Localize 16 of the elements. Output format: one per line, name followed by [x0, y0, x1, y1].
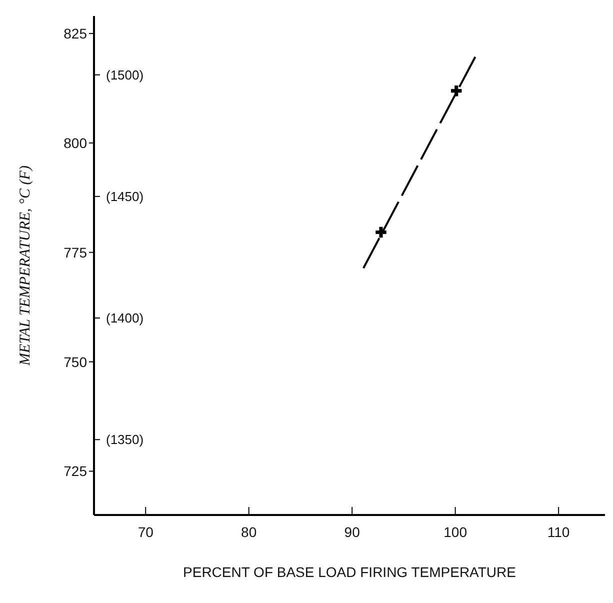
x-tick-label: 80: [241, 524, 257, 540]
y2-tick-label: (1400): [106, 310, 144, 326]
y-tick-label: 800: [64, 134, 88, 151]
y2-tick-label: (1500): [106, 67, 144, 82]
y-tick-label: 725: [64, 463, 88, 480]
y-axis-title: METAL TEMPERATURE, °C (F): [17, 166, 34, 366]
y2-tick-label: (1450): [106, 189, 144, 204]
x-tick-label: 90: [344, 524, 360, 540]
x-tick-label: 110: [547, 524, 570, 540]
x-tick-label: 70: [138, 524, 154, 540]
y2-tick-label: (1350): [106, 432, 144, 448]
y-tick-label: 775: [64, 244, 88, 260]
x-axis-title: PERCENT OF BASE LOAD FIRING TEMPERATURE: [183, 564, 516, 580]
y-tick-label: 750: [64, 354, 88, 370]
x-tick-label: 100: [444, 524, 468, 540]
y-tick-label: 825: [64, 25, 88, 42]
